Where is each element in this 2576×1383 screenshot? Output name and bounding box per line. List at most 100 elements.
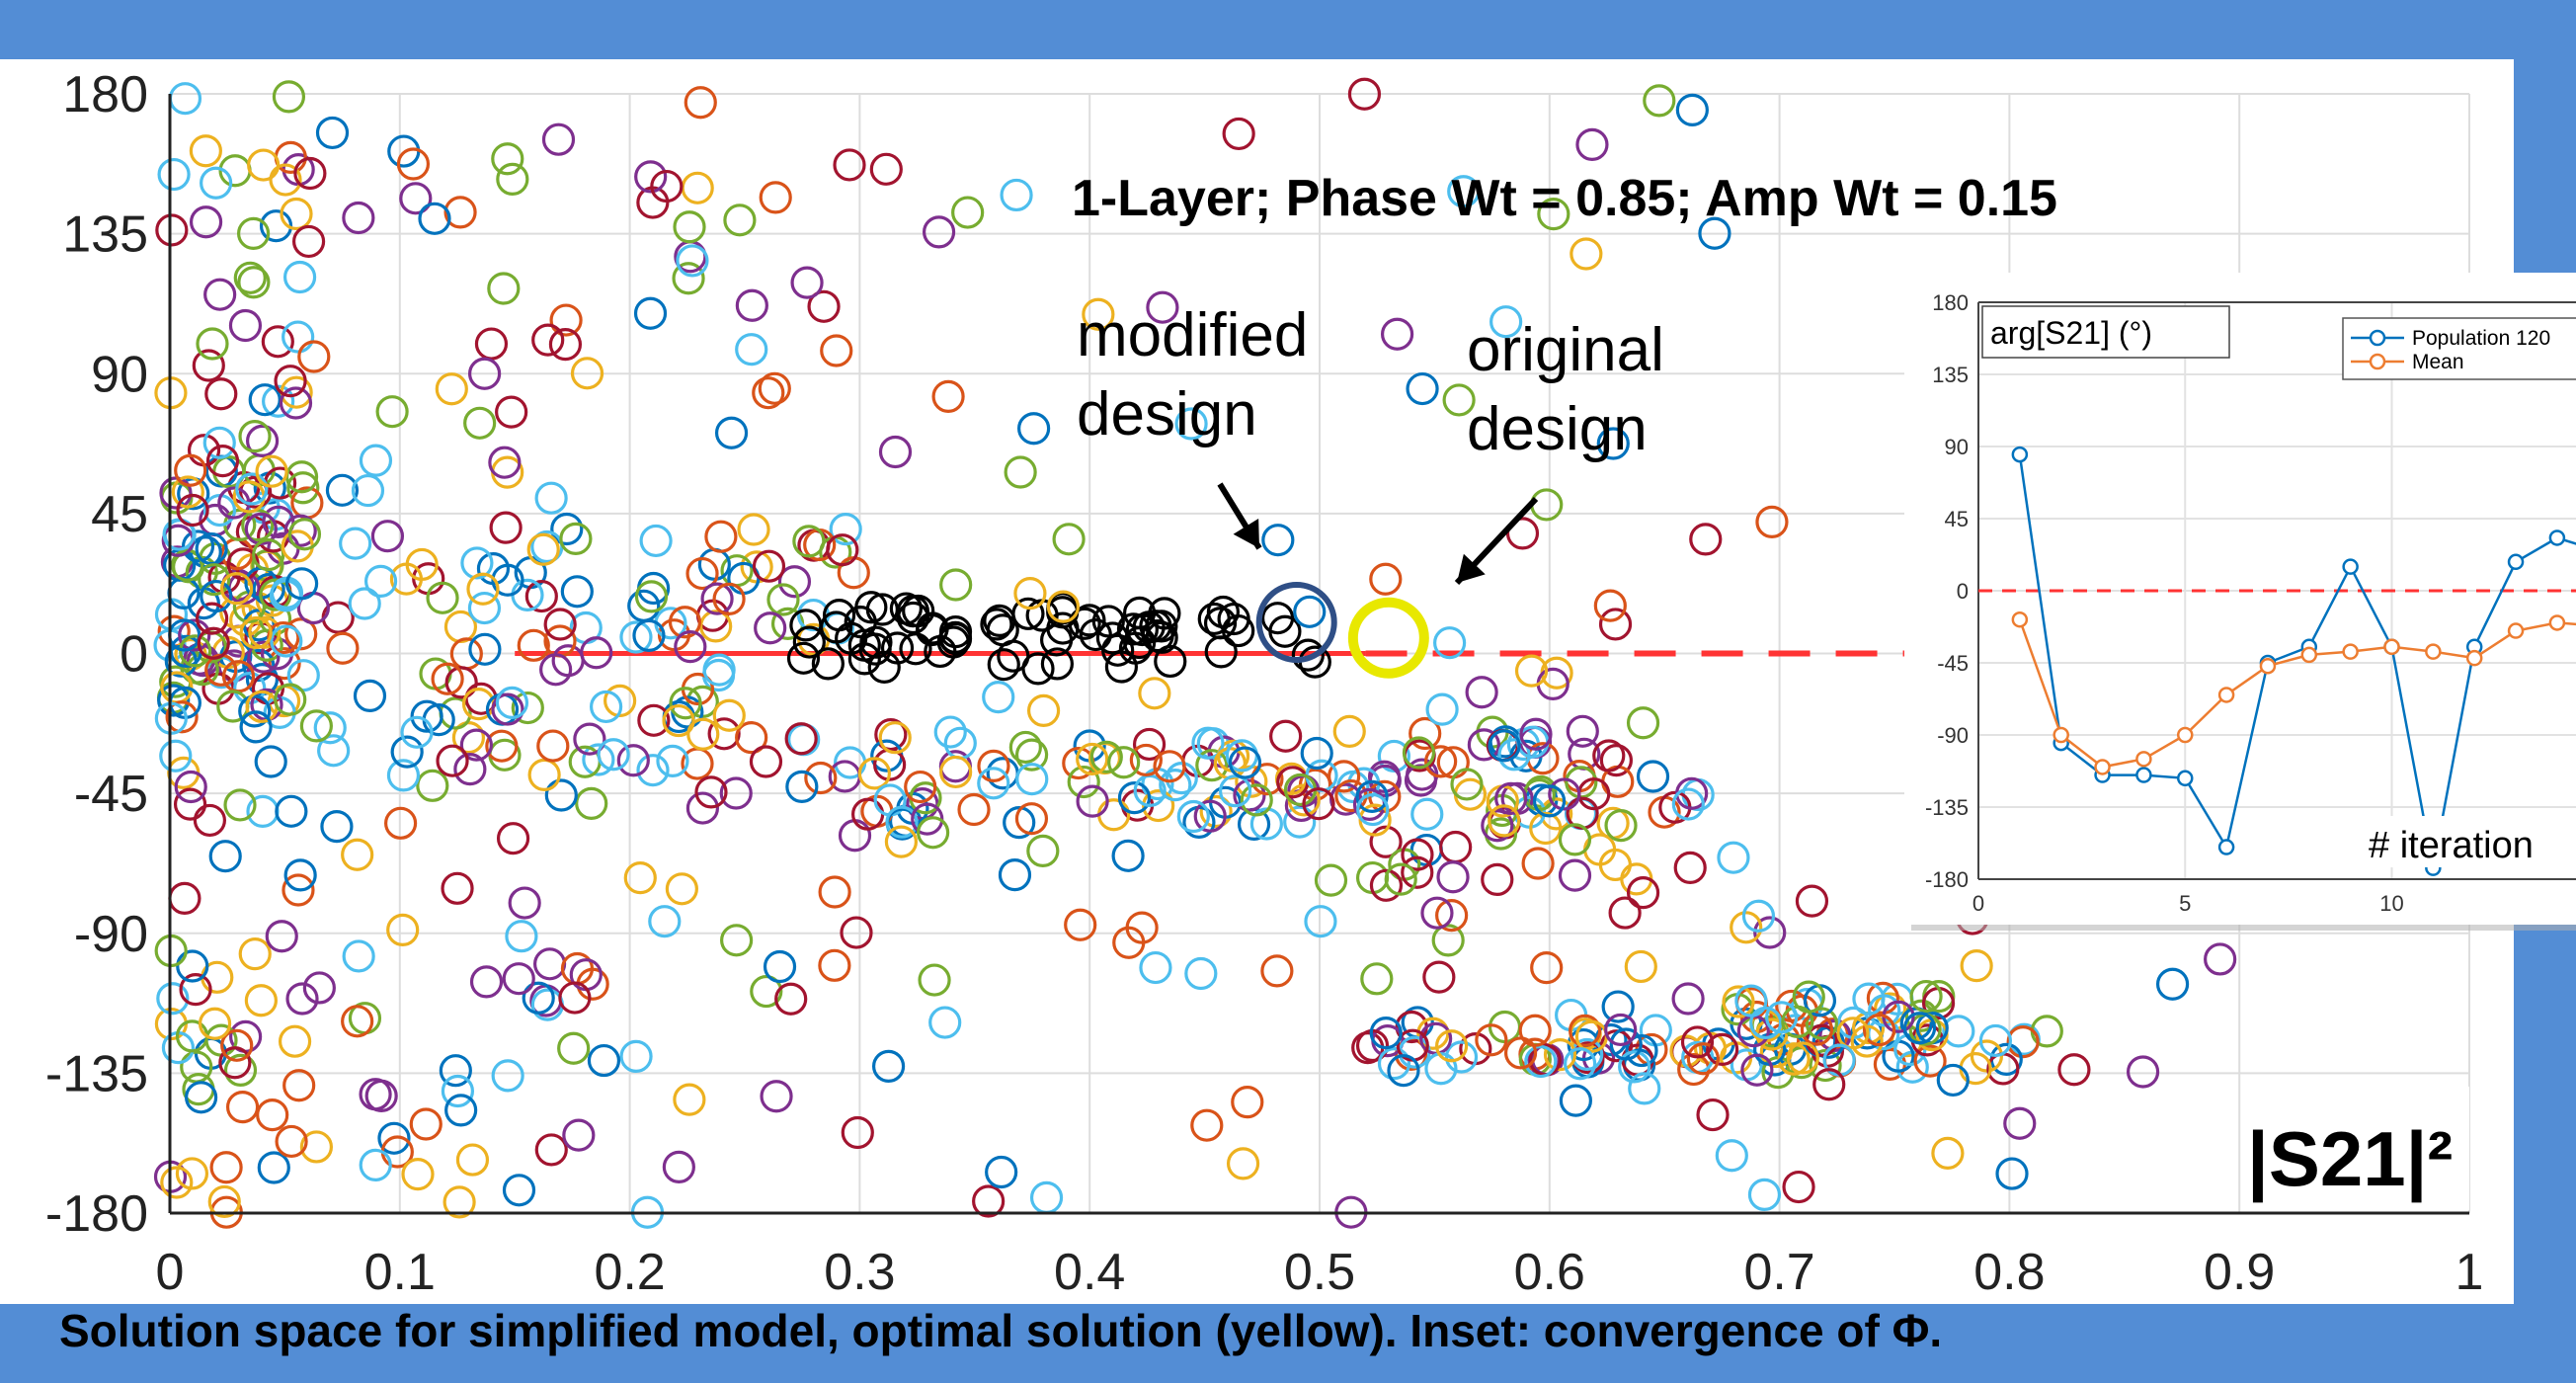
data-point: [208, 840, 242, 873]
inset-series-point: [2177, 726, 2194, 744]
data-point: [196, 327, 229, 361]
data-point: [233, 261, 267, 294]
data-point: [885, 805, 919, 839]
data-point: [181, 529, 215, 563]
data-point: [339, 527, 372, 560]
data-point: [636, 754, 670, 787]
data-point: [847, 642, 881, 676]
data-point: [685, 791, 720, 825]
data-point: [792, 525, 826, 558]
data-point: [1250, 763, 1284, 796]
data-point: [789, 609, 823, 642]
data-point: [957, 792, 991, 827]
data-point: [1104, 650, 1139, 684]
data-point: [1240, 783, 1273, 817]
data-point: [1467, 728, 1500, 762]
inset-y-tick-label: 90: [1945, 435, 1969, 459]
data-point: [1076, 784, 1109, 818]
data-point: [261, 325, 294, 359]
data-point: [811, 647, 845, 681]
data-point: [165, 700, 199, 734]
data-point: [1406, 371, 1439, 406]
data-point: [1717, 841, 1750, 874]
inset-series-point: [2011, 610, 2029, 628]
data-point: [225, 1091, 260, 1124]
data-point: [619, 620, 653, 654]
data-point: [720, 924, 754, 957]
data-point: [685, 556, 719, 591]
data-point: [256, 1098, 289, 1132]
data-point: [1139, 610, 1172, 643]
data-point: [1753, 916, 1787, 949]
data-point: [665, 872, 698, 906]
data-point: [1575, 127, 1609, 161]
inset-series-point: [2053, 726, 2069, 744]
inset-legend-box: [2342, 317, 2576, 380]
x-axis-label: |S21|²: [2242, 1087, 2469, 1210]
data-point: [274, 365, 307, 398]
data-point: [604, 684, 637, 718]
data-point: [502, 1174, 536, 1207]
data-point: [1722, 985, 1755, 1018]
data-point: [1680, 1025, 1715, 1059]
data-point: [1488, 804, 1521, 838]
data-point: [1003, 806, 1036, 840]
data-point: [1231, 1086, 1264, 1119]
inset-series-point: [2507, 553, 2525, 571]
data-point: [704, 520, 738, 553]
data-point: [582, 743, 615, 776]
data-point: [977, 749, 1010, 782]
data-point: [634, 580, 669, 613]
data-point: [544, 778, 578, 812]
data-point: [1524, 1044, 1558, 1079]
data-point: [255, 454, 288, 488]
data-point: [1444, 1040, 1479, 1074]
data-point: [998, 858, 1032, 892]
data-point: [1481, 809, 1514, 843]
annotation-label: original: [1467, 316, 1664, 384]
data-point: [1435, 899, 1469, 933]
data-point: [279, 386, 313, 420]
inset-series-point: [2135, 751, 2152, 768]
data-point: [485, 729, 519, 763]
data-point: [1011, 597, 1045, 630]
data-point: [784, 722, 818, 756]
data-point: [1067, 765, 1100, 799]
data-point: [673, 210, 706, 244]
data-point: [1505, 517, 1540, 550]
data-point: [238, 694, 272, 728]
data-point: [218, 1046, 252, 1080]
data-point: [575, 786, 608, 820]
data-point: [228, 308, 263, 343]
y-tick-label: 90: [91, 346, 148, 403]
data-point: [272, 80, 306, 114]
data-point: [275, 794, 308, 828]
data-point: [1424, 1052, 1458, 1086]
data-point: [833, 148, 866, 182]
data-point: [1931, 1136, 1965, 1171]
data-point: [1356, 792, 1390, 827]
data-point: [174, 453, 207, 487]
data-point: [1569, 1014, 1602, 1047]
data-point: [1040, 647, 1074, 681]
data-point: [1117, 781, 1152, 815]
data-point: [707, 717, 741, 751]
data-point: [1425, 692, 1459, 726]
data-point: [1046, 590, 1081, 623]
axes: 0 0.1 0.2 0.3 0.4 0.5 0.6 0.7 0.8 0.9 1 180 135 90 45 0…: [45, 66, 2484, 1301]
data-point: [1671, 982, 1705, 1016]
data-point: [1706, 1032, 1739, 1066]
data-point: [1675, 93, 1709, 127]
data-point: [1377, 1047, 1411, 1081]
data-point: [155, 213, 189, 247]
data-point: [1626, 876, 1660, 910]
inset-series-point: [2135, 767, 2152, 783]
data-point: [1026, 834, 1060, 867]
data-point: [1564, 1047, 1597, 1081]
data-point: [1494, 781, 1528, 815]
data-point: [2204, 942, 2237, 976]
data-point: [539, 653, 573, 687]
y-tick-label: -90: [74, 906, 148, 963]
x-tick-label: 0.4: [1054, 1244, 1125, 1301]
data-point: [1862, 1013, 1896, 1047]
